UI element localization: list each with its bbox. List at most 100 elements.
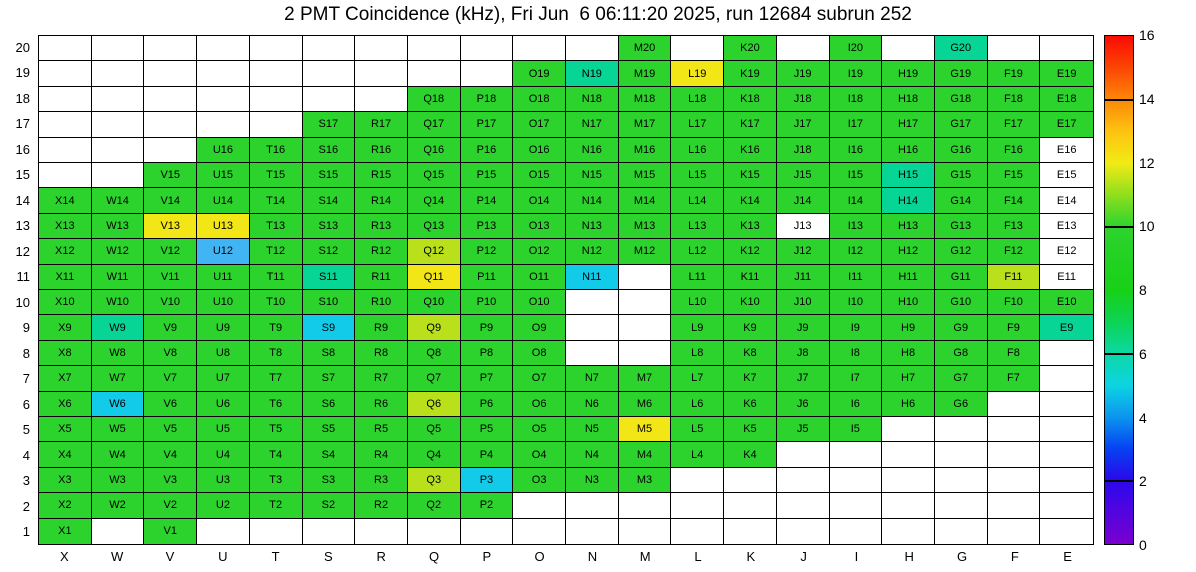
heatmap-cell: J9 [776,315,830,341]
heatmap-cell [91,36,145,62]
heatmap-cell: F11 [987,264,1041,290]
heatmap-cell: P15 [460,162,514,189]
heatmap-cell: T9 [249,315,303,341]
chart-title: 2 PMT Coincidence (kHz), Fri Jun 6 06:11… [284,4,912,25]
heatmap-cell: X1 [39,518,92,544]
heatmap-cell: T15 [249,162,303,189]
row-label: 7 [22,371,30,387]
heatmap-cell: N19 [566,61,619,87]
heatmap-cell: E10 [1040,289,1093,316]
heatmap-cell: T11 [249,264,303,290]
column-label: W [111,549,124,564]
heatmap-cell: W5 [91,416,145,443]
heatmap-cell: Q12 [407,239,461,265]
heatmap-cell: R14 [355,188,408,214]
colorbar-tick-label: 16 [1139,27,1155,43]
heatmap-cell: T12 [249,239,303,265]
heatmap-cell: M13 [618,213,672,240]
heatmap-cell: M16 [618,137,672,163]
heatmap-cell: I6 [829,391,883,417]
row-label: 13 [15,218,30,234]
heatmap-cell: L12 [671,239,725,265]
heatmap-cell [249,61,303,87]
heatmap-cell [776,493,830,519]
heatmap-cell: G9 [934,315,988,341]
heatmap-cell: W13 [91,213,145,240]
column-label: K [746,549,756,564]
heatmap-cell: X3 [39,467,92,494]
heatmap-cell [829,518,883,544]
heatmap-cell: I9 [829,315,883,341]
heatmap-cell: R16 [355,137,408,163]
heatmap-cell: O14 [513,188,566,214]
heatmap-cell: X14 [39,188,92,214]
heatmap-cell: X9 [39,315,92,341]
heatmap-cell: O11 [513,264,566,290]
heatmap-cell: M12 [618,239,672,265]
heatmap-cell: K17 [724,112,777,138]
column-label: R [376,549,386,564]
heatmap-cell: I12 [829,239,883,265]
heatmap-cell: G15 [934,162,988,189]
heatmap-cell: L9 [671,315,725,341]
heatmap-cell: Q11 [407,264,461,290]
heatmap-cell: P11 [460,264,514,290]
heatmap-cell: P18 [460,86,514,113]
heatmap-cell [302,61,356,87]
colorbar [1104,35,1134,545]
heatmap-cell: S4 [302,442,356,468]
heatmap-cell: P4 [460,442,514,468]
heatmap-cell: S9 [302,315,356,341]
heatmap-cell: M17 [618,112,672,138]
heatmap-cell: M6 [618,391,672,417]
heatmap-cell: U16 [197,137,250,163]
heatmap-cell [513,493,566,519]
heatmap-cell: L13 [671,213,725,240]
heatmap-cell: M5 [618,416,672,443]
heatmap-cell [407,36,461,62]
heatmap-cell [39,61,92,87]
heatmap-cell: K4 [724,442,777,468]
column-label: M [639,549,651,564]
heatmap-cell: U4 [197,442,250,468]
heatmap-cell [249,86,303,113]
heatmap-cell [776,36,830,62]
column-label: H [904,549,914,564]
heatmap-cell: S8 [302,340,356,367]
row-label: 4 [22,447,30,463]
heatmap-cell: O8 [513,340,566,367]
heatmap-cell [882,493,935,519]
heatmap-cell: P6 [460,391,514,417]
heatmap-cell: Q4 [407,442,461,468]
heatmap-cell: T8 [249,340,303,367]
column-label: T [271,549,280,564]
heatmap-cell [671,518,725,544]
heatmap-cell [618,289,672,316]
heatmap-cell: M4 [618,442,672,468]
heatmap-cell: G11 [934,264,988,290]
heatmap-cell: O15 [513,162,566,189]
heatmap-cell [144,86,198,113]
heatmap-cell: V14 [144,188,198,214]
heatmap-cell: H8 [882,340,935,367]
heatmap-cell: F18 [987,86,1041,113]
heatmap-cell [987,493,1041,519]
heatmap-cell: G8 [934,340,988,367]
heatmap-cell: X5 [39,416,92,443]
heatmap-cell: G7 [934,366,988,392]
heatmap-cell: V5 [144,416,198,443]
heatmap-cell: V8 [144,340,198,367]
heatmap-cell: R6 [355,391,408,417]
heatmap-cell [882,442,935,468]
heatmap-cell: R17 [355,112,408,138]
heatmap-cell [566,289,619,316]
heatmap-cell [1040,416,1093,443]
row-label: 8 [22,345,30,361]
heatmap-cell [1040,467,1093,494]
row-label: 6 [22,396,30,412]
heatmap-cell [249,518,303,544]
heatmap-cell [513,518,566,544]
heatmap-cell: I10 [829,289,883,316]
column-label: Q [428,549,440,564]
heatmap-cell: P9 [460,315,514,341]
